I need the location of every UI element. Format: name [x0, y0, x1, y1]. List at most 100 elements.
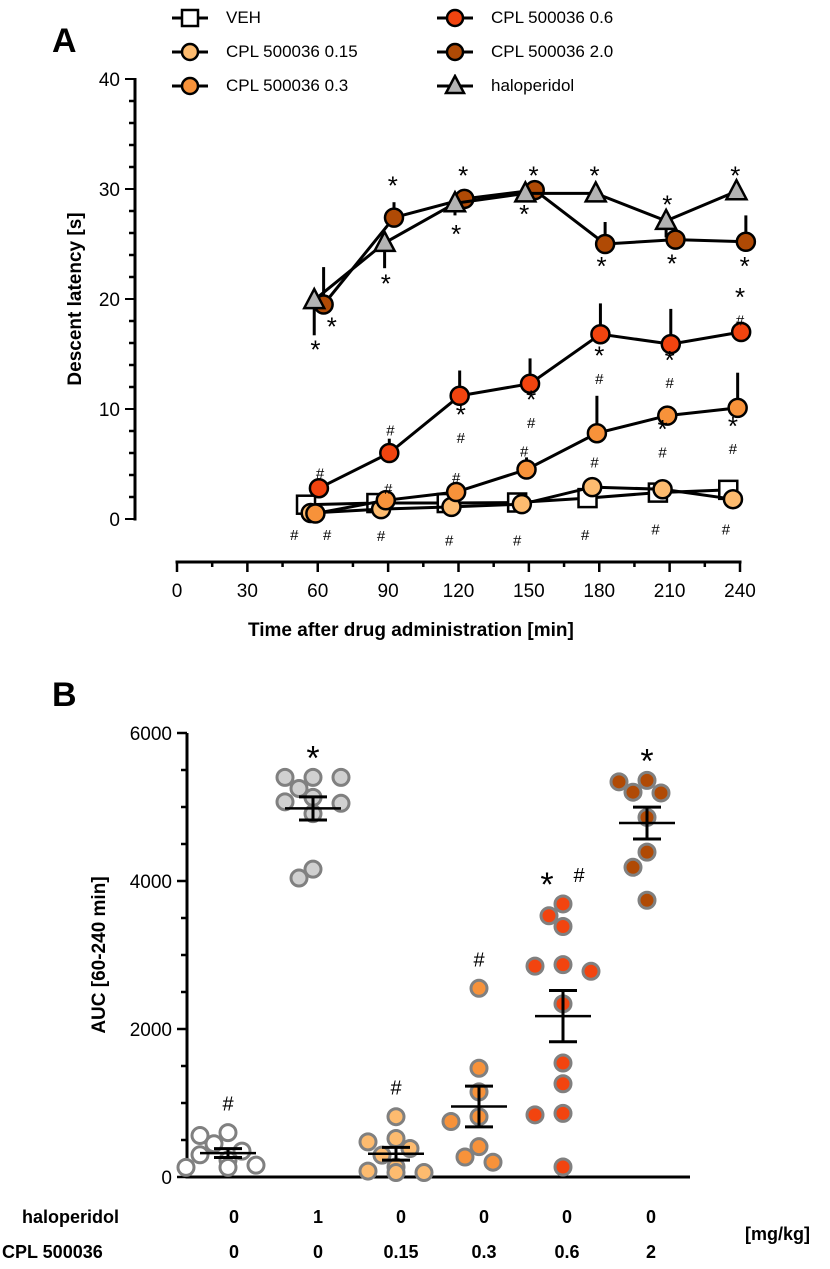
data-point: [441, 1112, 461, 1131]
significance-hash: #: [651, 522, 660, 539]
significance-hash: #: [573, 865, 585, 887]
dose-value: 0: [228, 1242, 240, 1262]
significance-hash: #: [736, 313, 745, 330]
significance-star: *: [735, 282, 745, 312]
data-point: [651, 783, 671, 803]
legend-marker: [180, 42, 200, 62]
data-point: [519, 373, 541, 394]
significance-star: *: [456, 400, 466, 430]
significance-hash: #: [386, 423, 395, 440]
data-point: [275, 792, 295, 812]
significance-star: *: [667, 249, 677, 279]
dose-row-haloperidol: haloperidol 0 1 0 0 0 0: [0, 1207, 830, 1233]
data-point: [553, 1103, 573, 1123]
data-point: [586, 422, 608, 444]
data-point: [483, 1152, 503, 1172]
significance-hash: #: [323, 527, 332, 544]
x-tick-label: 90: [378, 581, 399, 602]
group-cpl-500036-0-6: * #: [525, 865, 601, 1177]
x-tick-label: 150: [513, 581, 545, 602]
significance-star: *: [529, 161, 539, 191]
significance-star: *: [451, 219, 461, 249]
data-point: [375, 490, 397, 511]
data-point: [727, 397, 748, 419]
data-point: [553, 894, 573, 914]
legend-label: CPL 500036 0.15: [226, 42, 358, 61]
significance-hash: #: [452, 470, 461, 487]
data-point: [553, 1074, 573, 1094]
data-point: [308, 477, 330, 499]
group-cpl-500036-0-3: #: [441, 949, 507, 1172]
data-point: [218, 1123, 238, 1143]
data-point: [386, 1163, 406, 1183]
data-point: [623, 857, 643, 877]
significance-star: *: [740, 251, 750, 281]
group-cpl-500036-2-0: *: [609, 742, 675, 910]
significance-hash: #: [316, 465, 325, 482]
significance-star: *: [381, 269, 391, 299]
data-point: [305, 503, 326, 524]
legend-circle-icon: [437, 42, 473, 62]
significance-hash: #: [473, 949, 485, 971]
legend-label: haloperidol: [491, 76, 575, 95]
significance-hash: #: [581, 527, 590, 544]
significance-star: *: [730, 161, 740, 191]
dose-value: 0.3: [471, 1242, 497, 1262]
legend-item: CPL 500036 0.15: [170, 40, 358, 64]
data-point: [372, 229, 397, 253]
x-tick-label: 30: [237, 581, 258, 602]
legend-label: CPL 500036 2.0: [491, 42, 614, 61]
significance-star: *: [306, 739, 319, 777]
data-point: [275, 767, 295, 787]
y-tick-label: 4000: [130, 872, 172, 893]
data-point: [553, 1157, 573, 1177]
legend-marker: [445, 8, 465, 28]
data-point: [654, 207, 679, 231]
series-cpl-500036-0-3: [305, 372, 748, 524]
data-point: [660, 333, 682, 355]
significance-hash: #: [377, 528, 386, 545]
dose-value: 0.15: [383, 1242, 419, 1262]
significance-hash: #: [520, 443, 529, 460]
data-point: [553, 917, 573, 937]
data-point: [722, 488, 744, 510]
data-point: [218, 1157, 238, 1177]
data-point: [581, 961, 601, 981]
significance-hash: #: [722, 522, 731, 539]
group-haloperidol: *: [275, 739, 351, 888]
series-cpl-500036-0-6: [308, 303, 752, 499]
panel-a-label: A: [52, 22, 77, 60]
group-veh: #: [176, 1094, 266, 1177]
data-point: [594, 233, 616, 255]
data-point: [553, 955, 573, 975]
data-point: [289, 868, 309, 888]
significance-star: *: [597, 251, 607, 281]
significance-hash: #: [290, 527, 299, 544]
y-axis-title-a: Descent latency [s]: [65, 212, 86, 386]
legend-item: CPL 500036 2.0: [435, 40, 613, 64]
data-point: [735, 231, 757, 253]
dose-value: 0.6: [554, 1242, 580, 1262]
data-point: [232, 1141, 252, 1161]
significance-star: *: [640, 742, 653, 780]
y-axis-title-b: AUC [60-240 min]: [89, 876, 110, 1034]
x-tick-label: 60: [307, 581, 328, 602]
x-tick-label: 120: [443, 581, 475, 602]
significance-star: *: [327, 311, 337, 341]
legend-label: CPL 500036 0.6: [491, 8, 614, 27]
data-point: [383, 207, 405, 228]
series-haloperidol: [302, 177, 749, 336]
data-point: [609, 772, 629, 792]
dose-value: 0: [645, 1207, 657, 1227]
dose-value: 0: [228, 1207, 240, 1227]
significance-star: *: [728, 411, 738, 441]
data-point: [455, 1147, 475, 1167]
data-point: [331, 767, 351, 787]
legend-marker: [180, 8, 200, 28]
significance-star: *: [310, 335, 320, 365]
legend-item: haloperidol: [435, 74, 574, 98]
data-point: [358, 1132, 378, 1152]
legend-square-icon: [172, 8, 208, 28]
